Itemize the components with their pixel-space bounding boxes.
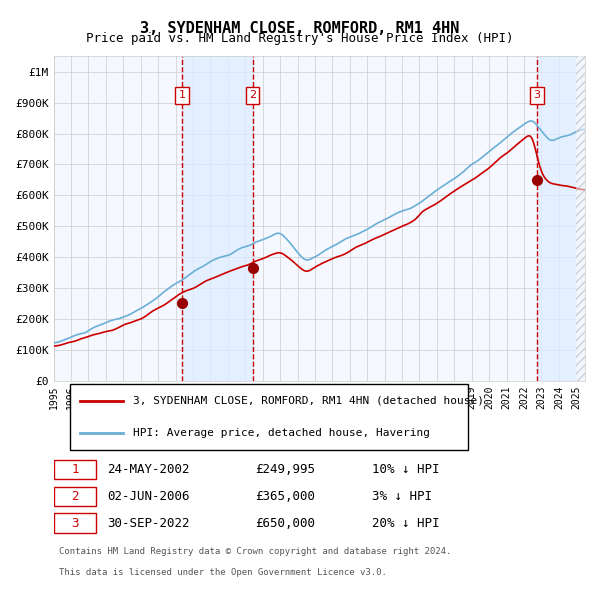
Text: 1: 1 bbox=[179, 90, 185, 100]
Bar bbox=[182, 56, 253, 381]
FancyBboxPatch shape bbox=[70, 384, 468, 450]
Text: £650,000: £650,000 bbox=[256, 517, 316, 530]
Text: 20% ↓ HPI: 20% ↓ HPI bbox=[373, 517, 440, 530]
Text: 3% ↓ HPI: 3% ↓ HPI bbox=[373, 490, 433, 503]
Text: 24-MAY-2002: 24-MAY-2002 bbox=[107, 463, 189, 476]
Text: £249,995: £249,995 bbox=[256, 463, 316, 476]
Text: 2: 2 bbox=[71, 490, 79, 503]
Text: Price paid vs. HM Land Registry's House Price Index (HPI): Price paid vs. HM Land Registry's House … bbox=[86, 32, 514, 45]
Text: 2: 2 bbox=[249, 90, 256, 100]
Polygon shape bbox=[576, 56, 585, 381]
Text: 10% ↓ HPI: 10% ↓ HPI bbox=[373, 463, 440, 476]
FancyBboxPatch shape bbox=[53, 513, 96, 533]
Text: HPI: Average price, detached house, Havering: HPI: Average price, detached house, Have… bbox=[133, 428, 430, 438]
FancyBboxPatch shape bbox=[53, 460, 96, 479]
Text: 02-JUN-2006: 02-JUN-2006 bbox=[107, 490, 189, 503]
Text: £365,000: £365,000 bbox=[256, 490, 316, 503]
Bar bbox=[576, 56, 585, 381]
Text: 3, SYDENHAM CLOSE, ROMFORD, RM1 4HN (detached house): 3, SYDENHAM CLOSE, ROMFORD, RM1 4HN (det… bbox=[133, 396, 484, 406]
Text: 1: 1 bbox=[71, 463, 79, 476]
Text: Contains HM Land Registry data © Crown copyright and database right 2024.: Contains HM Land Registry data © Crown c… bbox=[59, 547, 451, 556]
FancyBboxPatch shape bbox=[53, 487, 96, 506]
Text: 3, SYDENHAM CLOSE, ROMFORD, RM1 4HN: 3, SYDENHAM CLOSE, ROMFORD, RM1 4HN bbox=[140, 21, 460, 35]
Text: 3: 3 bbox=[71, 517, 79, 530]
Bar bbox=[537, 56, 585, 381]
Text: 3: 3 bbox=[533, 90, 541, 100]
Text: 30-SEP-2022: 30-SEP-2022 bbox=[107, 517, 189, 530]
Text: This data is licensed under the Open Government Licence v3.0.: This data is licensed under the Open Gov… bbox=[59, 568, 387, 576]
